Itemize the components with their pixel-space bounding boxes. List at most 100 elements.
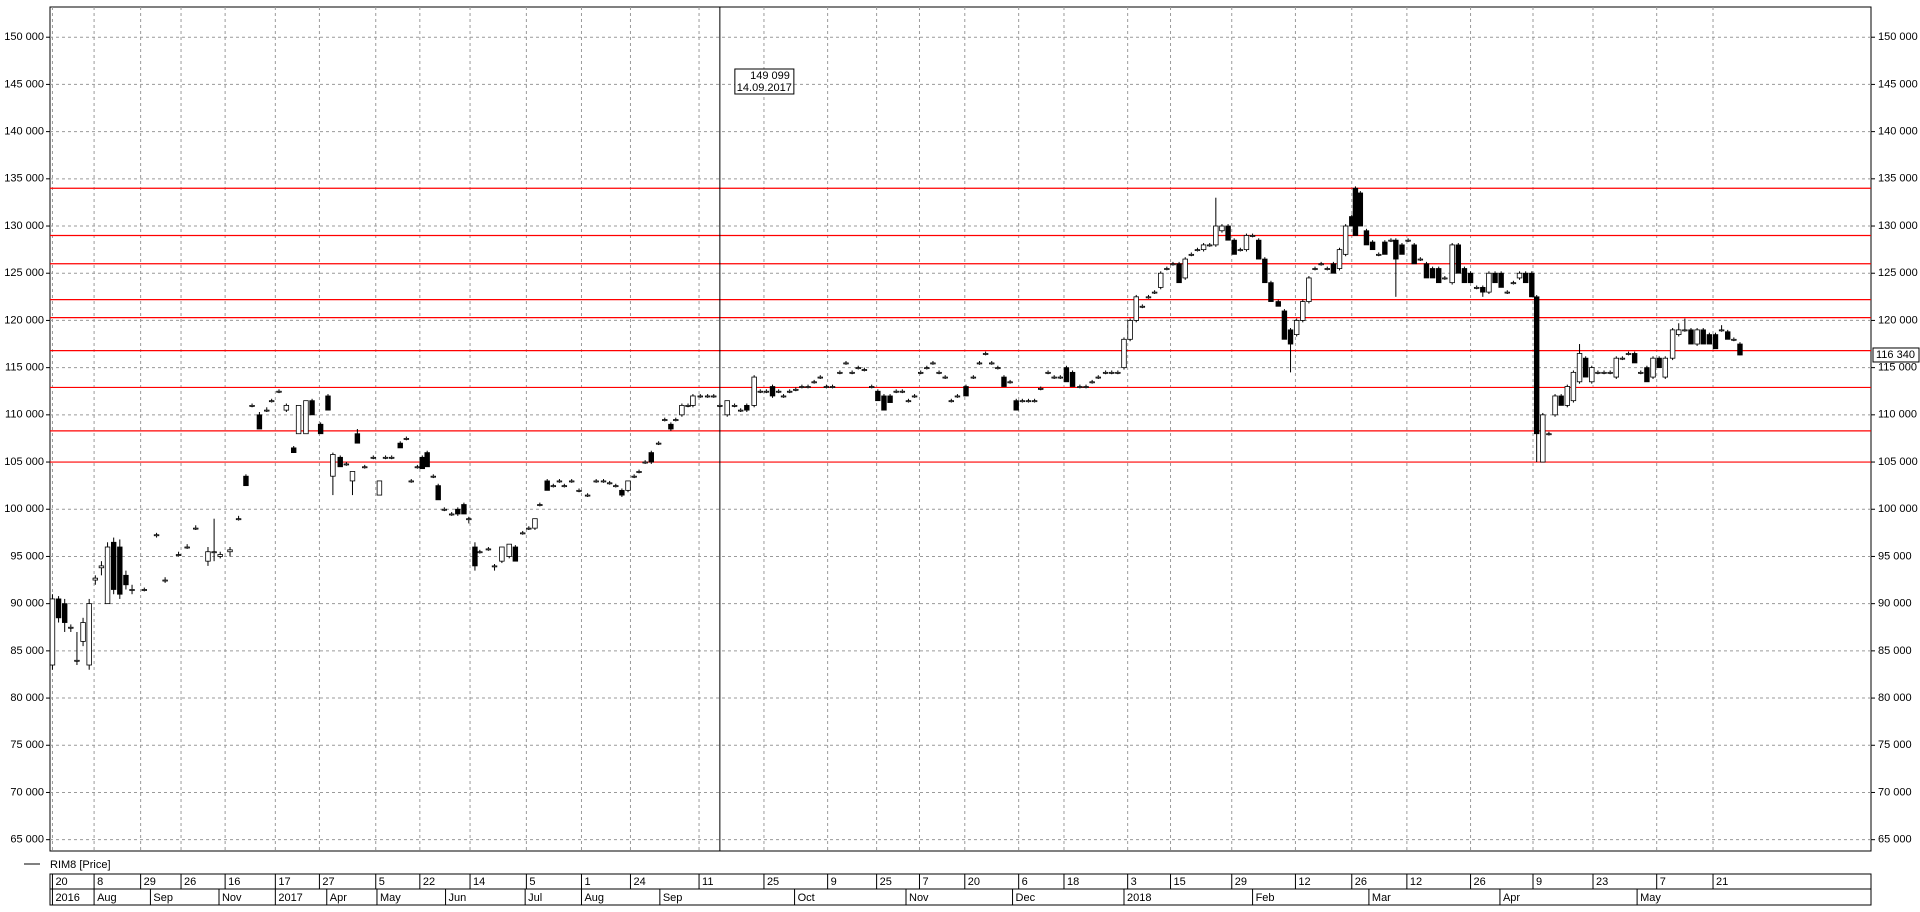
candle-body [1492,272,1498,284]
candle-body [662,419,668,421]
candle-body [1300,301,1306,321]
candle-body [1051,376,1057,379]
crosshair-value: 149 099 [750,70,790,82]
candle-body [1504,291,1510,294]
candle-body [600,480,607,483]
candle-body [129,589,135,591]
x-month-label: Feb [1256,892,1275,904]
candle-body [1442,277,1448,280]
candle-body [1694,329,1700,345]
candle-body [829,386,836,388]
x-tick-label: 23 [1596,876,1608,888]
candle-body [49,598,56,666]
y-tick-label: 80 000 [10,692,44,704]
candle-body [976,362,983,365]
y-tick-label: 135 000 [1878,173,1918,185]
candle-body [685,404,691,407]
candle-body [80,622,86,642]
candle-body [887,395,893,403]
y-tick-label: 65 000 [1878,834,1912,846]
candle-body [424,452,430,468]
candle-body [561,485,568,488]
candle-body [642,461,648,464]
candle-body [970,376,977,379]
candle-body [636,471,642,473]
x-month-label: Sep [153,892,173,904]
candle-body [751,376,757,406]
plot-frame [49,6,1872,852]
candle-body [1564,386,1570,406]
x-month-label: Apr [1503,892,1520,904]
candle-body [731,404,738,407]
candle-body [162,579,168,582]
y-tick-label: 145 000 [4,78,44,90]
candle-body [544,480,550,491]
candle-body [1731,338,1737,341]
candle-body [1225,225,1231,241]
candle-body [1449,244,1455,284]
candle-body [448,513,455,516]
x-month-label: Aug [584,892,604,904]
y-tick-label: 105 000 [1878,456,1918,468]
x-tick-label: 25 [880,876,892,888]
candle-body [1095,376,1101,379]
candle-body [1243,235,1250,251]
candle-body [1038,388,1044,390]
candle-body [875,390,881,402]
candle-body [793,388,799,391]
x-month-label: Dec [1016,892,1036,904]
candle-body [613,485,619,488]
y-tick-label: 140 000 [4,126,44,138]
candle-body [1275,301,1281,307]
candle-body [930,362,936,365]
candle-body [256,414,263,430]
candle-body [1718,329,1725,332]
candle-body [1540,414,1546,463]
candle-body [989,362,995,365]
candle-body [679,404,685,416]
x-tick-label: 20 [968,876,980,888]
candle-body [1558,395,1564,406]
candle-body [499,546,505,562]
candle-body [982,353,989,355]
candle-body [1619,357,1626,360]
candle-body [92,577,99,581]
candle-body [117,546,123,595]
x-tick-label: 14 [473,876,485,888]
candle-body [1281,310,1288,340]
y-tick-label: 70 000 [1878,786,1912,798]
candle-body [98,565,105,569]
x-tick-label: 9 [831,876,837,888]
candle-body [283,404,290,411]
candle-body [74,659,80,662]
candle-body [388,456,395,459]
candle-body [655,442,662,445]
candle-body [435,485,441,501]
x-tick-label: 25 [767,876,779,888]
candle-body [711,395,717,398]
candle-body [576,489,582,492]
x-tick-label: 9 [1536,876,1542,888]
candle-body [532,518,538,529]
candle-body [893,390,899,393]
candle-body [520,532,526,535]
candle-body [1529,272,1535,298]
x-tick-label: 29 [144,876,156,888]
candle-body [1045,371,1051,374]
candle-body [1109,371,1115,374]
candle-body [668,423,674,430]
candle-body [757,390,763,393]
candle-body [1405,239,1411,242]
candle-body [1158,272,1164,288]
candle-body [1552,395,1558,416]
candle-body [861,369,868,371]
candle-body [905,400,912,403]
candle-body [1589,367,1595,383]
candle-body [61,603,68,623]
candle-body [1607,371,1613,374]
candle-body [1498,272,1504,288]
x-tick-label: 18 [1067,876,1079,888]
x-tick-label: 12 [1410,876,1422,888]
